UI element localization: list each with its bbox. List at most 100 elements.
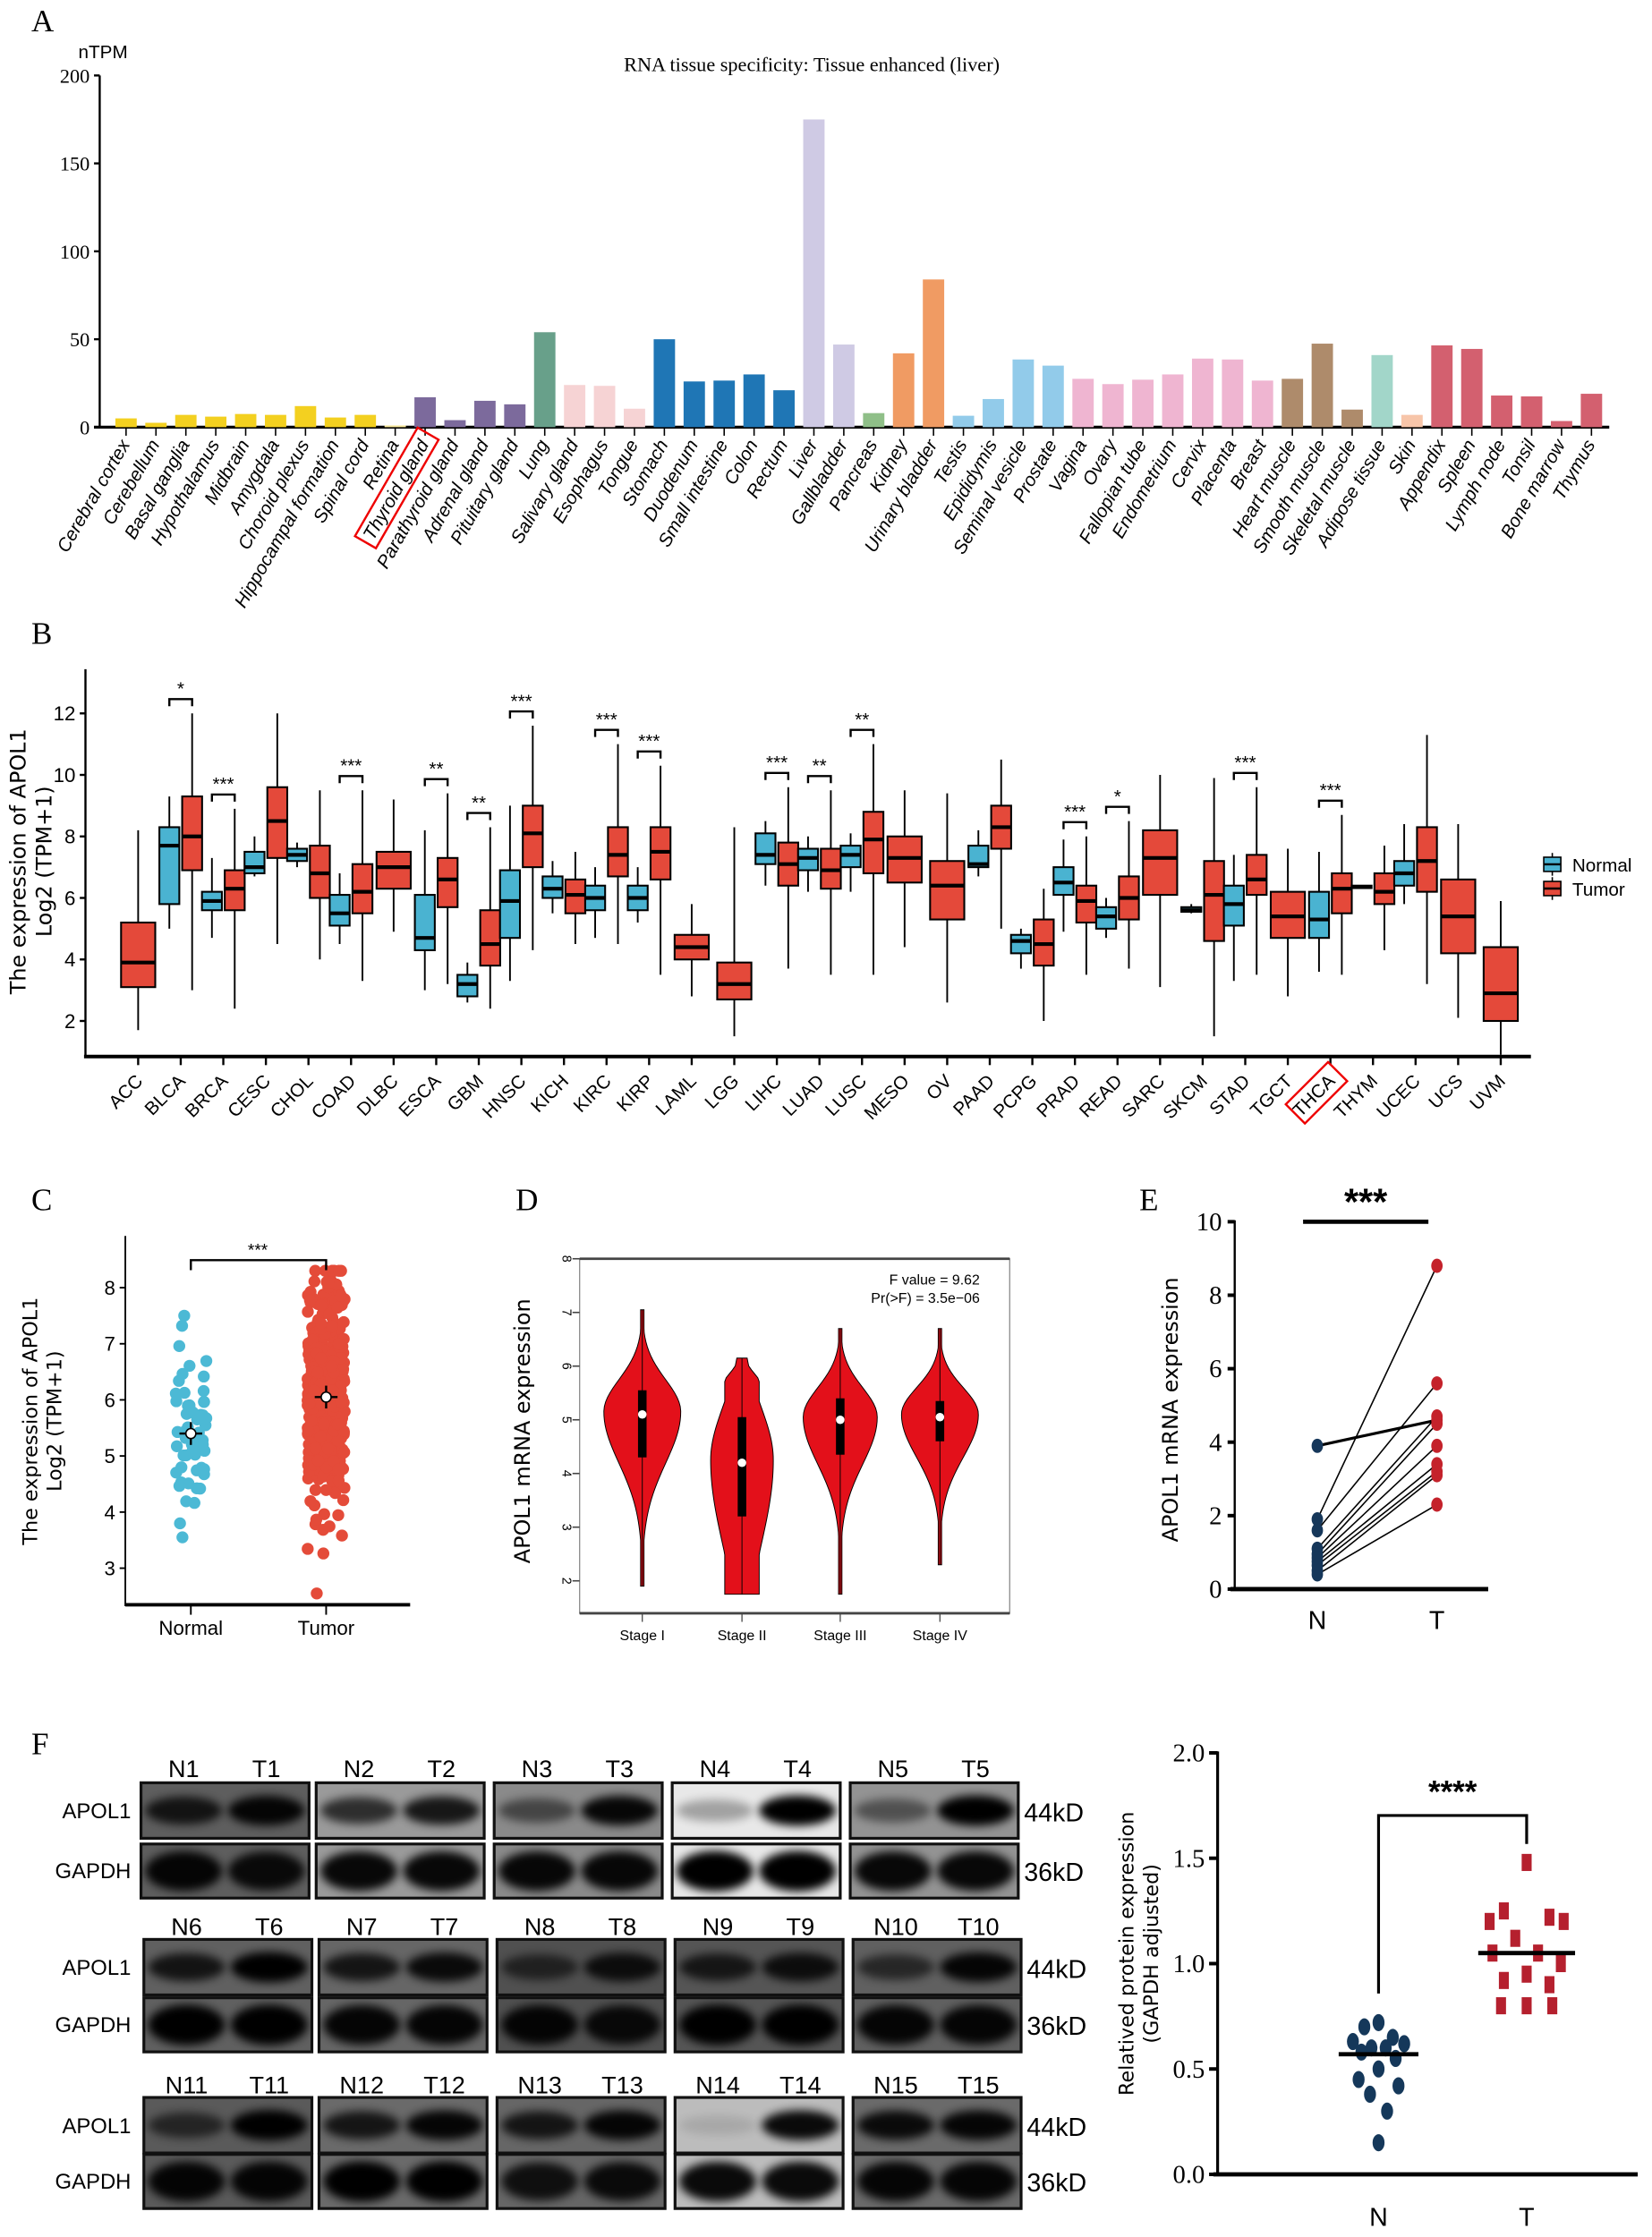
panel-label-f: F bbox=[31, 1727, 48, 1762]
box-tumor-LGG bbox=[716, 827, 753, 1037]
bands bbox=[320, 1850, 481, 1892]
bar-parathyroid-gland bbox=[444, 420, 466, 428]
blot-apol1-4 bbox=[670, 1781, 842, 1841]
protein-band bbox=[405, 2110, 483, 2140]
bar-heart-muscle bbox=[1282, 379, 1304, 428]
row-label-apol1: APOL1 bbox=[62, 1956, 131, 1980]
blot-gapdh-11 bbox=[142, 2153, 314, 2210]
bands bbox=[501, 2004, 661, 2046]
lane-label-normal: N10 bbox=[873, 1914, 918, 1941]
box bbox=[120, 921, 157, 989]
bands bbox=[501, 1952, 661, 1982]
box-tumor-UCS bbox=[1440, 824, 1477, 1018]
bar-placenta bbox=[1222, 359, 1244, 428]
bar-small-intestine bbox=[713, 380, 736, 428]
protein-band bbox=[323, 2161, 401, 2202]
bar-basal-ganglia bbox=[175, 414, 197, 428]
y-tick-label: 100 bbox=[60, 241, 89, 263]
legend-label: Normal bbox=[1572, 855, 1632, 876]
data-point-tumor bbox=[302, 1398, 316, 1410]
data-point-tumor bbox=[335, 1289, 347, 1302]
lane-label-normal: N9 bbox=[703, 1914, 734, 1941]
box-tumor-UCEC bbox=[1416, 735, 1438, 984]
data-point-tumor bbox=[311, 1366, 324, 1379]
bands bbox=[857, 2110, 1018, 2140]
panel-f-scatter: 0.0 0.5 1.0 1.5 2.0 Relatived protein express… bbox=[1116, 1739, 1639, 2232]
y-tick-label: 0.5 bbox=[1173, 2055, 1205, 2084]
protein-band bbox=[759, 1850, 837, 1892]
box-tumor-LUAD bbox=[820, 790, 842, 975]
row-label-gapdh: GAPDH bbox=[55, 2170, 132, 2194]
box-normal-KIRP bbox=[626, 867, 649, 923]
box bbox=[862, 811, 885, 875]
box-normal-READ bbox=[1094, 897, 1118, 939]
panel-label-e: E bbox=[1139, 1183, 1158, 1218]
significance-bracket bbox=[1062, 821, 1088, 829]
box-tumor-TGCT bbox=[1269, 848, 1307, 997]
median-dot bbox=[935, 1412, 945, 1422]
data-point-tumor bbox=[309, 1484, 322, 1496]
lane-label-tumor: T3 bbox=[605, 1756, 634, 1782]
data-point-t bbox=[1431, 1416, 1443, 1432]
data-point-tumor bbox=[304, 1494, 317, 1508]
data-point-tumor bbox=[310, 1513, 323, 1526]
highlight-box bbox=[353, 426, 440, 550]
significance-label: *** bbox=[1320, 780, 1341, 801]
y-tick-label: 8 bbox=[559, 1255, 574, 1263]
y-tick-label: 7 bbox=[105, 1333, 115, 1356]
lane-label-normal: N11 bbox=[166, 2071, 209, 2098]
x-tick-label: LUAD bbox=[779, 1071, 828, 1120]
data-point-tumor bbox=[322, 1277, 335, 1289]
box-normal-KIRC bbox=[583, 867, 607, 939]
box-tumor-SKCM bbox=[1203, 778, 1225, 1037]
box-tumor-THCA bbox=[1331, 814, 1353, 975]
y-tick-label: 4 bbox=[105, 1501, 115, 1524]
significance-label: *** bbox=[638, 731, 660, 752]
box bbox=[243, 850, 266, 875]
x-tick-label: KIRC bbox=[569, 1071, 615, 1117]
size-label-36kd: 36kD bbox=[1026, 2012, 1086, 2041]
data-point-tumor bbox=[331, 1301, 344, 1314]
lane-label-normal: N2 bbox=[344, 1756, 375, 1782]
data-point-tumor bbox=[337, 1446, 351, 1459]
protein-band bbox=[405, 1952, 483, 1982]
x-tick-label: UCEC bbox=[1373, 1071, 1425, 1123]
bar-thyroid-gland bbox=[414, 396, 436, 428]
box bbox=[1009, 933, 1033, 955]
box-tumor-COAD bbox=[351, 790, 374, 982]
y-axis-label: Log2 (TPM+1) bbox=[43, 1350, 66, 1491]
bar-thymus bbox=[1580, 394, 1603, 428]
lane-label-tumor: T13 bbox=[601, 2071, 643, 2098]
data-point-tumor bbox=[318, 1417, 330, 1431]
box-tumor-LUSC bbox=[862, 744, 885, 975]
significance-label: *** bbox=[1344, 1181, 1388, 1222]
data-point-normal bbox=[200, 1412, 213, 1425]
box-normal-PCPG bbox=[1009, 928, 1033, 969]
bar-lymph-node bbox=[1491, 396, 1513, 428]
bar-stomach bbox=[653, 339, 676, 428]
y-axis-label: APOL1 mRNA expression bbox=[1158, 1278, 1183, 1543]
bar-skeletal-muscle bbox=[1341, 409, 1363, 428]
significance-label: *** bbox=[1234, 753, 1256, 773]
box-normal-PRAD bbox=[1052, 839, 1075, 932]
protein-band bbox=[323, 2111, 401, 2139]
panel-label-c: C bbox=[31, 1183, 52, 1218]
bar-prostate bbox=[1042, 365, 1064, 428]
data-point-tumor bbox=[331, 1433, 345, 1447]
lane-label-normal: N14 bbox=[695, 2071, 740, 2098]
data-point-normal bbox=[193, 1482, 207, 1495]
blot-gapdh-2 bbox=[314, 1842, 486, 1900]
bar-adrenal-gland bbox=[473, 400, 496, 428]
bar-salivary-gland bbox=[564, 385, 586, 428]
lane-label-normal: N7 bbox=[346, 1914, 378, 1941]
significance-bracket bbox=[1317, 799, 1343, 808]
bands bbox=[148, 2004, 308, 2046]
data-point-normal bbox=[180, 1495, 192, 1508]
protein-band bbox=[230, 2110, 308, 2141]
y-axis-label: Log2 (TPM+1) bbox=[31, 786, 56, 937]
protein-band bbox=[937, 1795, 1015, 1826]
mean-marker bbox=[320, 1391, 332, 1403]
pair-line bbox=[1316, 1445, 1438, 1559]
x-tick-label: OV bbox=[923, 1071, 957, 1105]
box-tumor-CHOL bbox=[309, 790, 331, 960]
